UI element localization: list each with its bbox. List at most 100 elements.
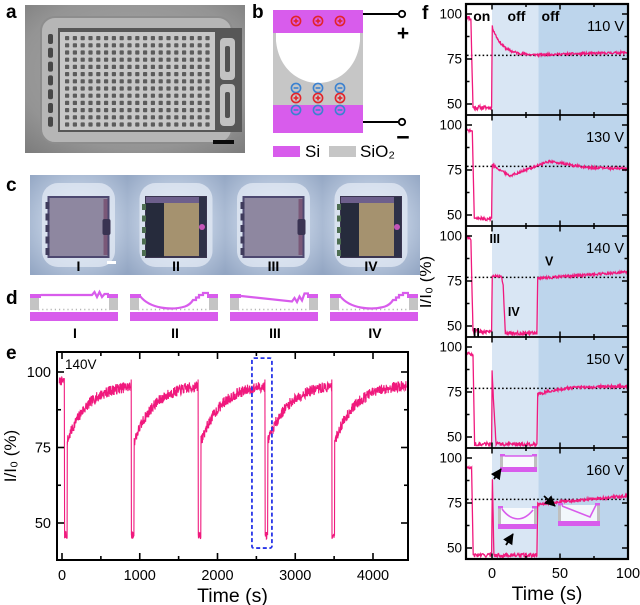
state-inset-tilt bbox=[558, 503, 600, 526]
plus-charge-icon bbox=[290, 92, 302, 104]
plus-charge-icon bbox=[312, 15, 324, 27]
optical-image-I: I bbox=[30, 175, 128, 275]
y-tick-label: 75 bbox=[447, 385, 462, 400]
panel-b-device-schematic: + − Si SiO₂ bbox=[273, 9, 410, 161]
y-tick-label: 75 bbox=[447, 163, 462, 178]
minus-charge-icon bbox=[312, 104, 324, 116]
image-numeral: I bbox=[77, 258, 81, 274]
legend-sio2-label: SiO₂ bbox=[360, 142, 395, 161]
bottom-terminal-icon bbox=[397, 117, 407, 127]
minus-charge-icon bbox=[290, 82, 302, 94]
off-region-2 bbox=[538, 337, 628, 448]
off-region-2 bbox=[538, 4, 628, 115]
plus-charge-icon bbox=[334, 15, 346, 27]
legend-si-label: Si bbox=[305, 142, 320, 161]
voltage-label: 110 V bbox=[587, 19, 624, 35]
plus-charge-icon bbox=[312, 92, 324, 104]
panel-e-cycling-chart: 0 1000 2000 3000 4000 100 75 50 140V Time (s) I/I₀… bbox=[1, 351, 409, 605]
x-tick-label: 2000 bbox=[201, 568, 233, 584]
stage-numeral-V: V bbox=[545, 255, 554, 269]
subplot-160V: 160 V 100 75 50 bbox=[439, 448, 629, 559]
stage-numeral-III: III bbox=[490, 232, 500, 246]
x-axis-title: Time (s) bbox=[512, 583, 583, 605]
schematic-numeral: III bbox=[269, 325, 281, 340]
voltage-label: 140 V bbox=[586, 241, 624, 257]
x-tick-label: 0 bbox=[488, 566, 496, 582]
voltage-annotation: 140V bbox=[65, 357, 97, 372]
x-tick-label: 3000 bbox=[279, 568, 311, 584]
substrate bbox=[130, 312, 218, 321]
substrate bbox=[330, 312, 418, 321]
y-tick-label: 50 bbox=[447, 97, 462, 112]
intensity-trace bbox=[58, 376, 407, 541]
subplot-130V: 130 V 100 75 50 bbox=[439, 115, 629, 226]
y-tick-label: 75 bbox=[447, 52, 462, 67]
sem-hole-array bbox=[65, 36, 210, 127]
y-tick-label: 100 bbox=[27, 365, 51, 381]
state-label-on: on bbox=[473, 8, 490, 24]
stage-numeral-IV: IV bbox=[508, 305, 520, 319]
y-tick-label: 100 bbox=[439, 118, 462, 133]
off-region-1 bbox=[492, 337, 539, 448]
inset-arrows bbox=[490, 468, 556, 546]
panel-f-label: f bbox=[422, 3, 429, 24]
substrate bbox=[230, 312, 318, 321]
x-tick-label: 50 bbox=[552, 566, 568, 582]
cross-section-III: III bbox=[230, 292, 318, 340]
minus-charge-icon bbox=[312, 82, 324, 94]
cross-section-IV: IV bbox=[330, 291, 418, 340]
top-terminal-icon bbox=[397, 9, 407, 19]
y-tick-label: 75 bbox=[35, 441, 51, 457]
membrane-square bbox=[242, 196, 305, 258]
y-tick-label: 50 bbox=[447, 319, 462, 334]
scale-bar bbox=[213, 140, 234, 144]
y-axis-title: I/I₀ (%) bbox=[420, 256, 435, 308]
voltage-label: 130 V bbox=[586, 130, 624, 146]
highlight-dashed-box bbox=[251, 357, 273, 549]
schematic-numeral: II bbox=[171, 325, 179, 340]
cross-section-I: I bbox=[30, 289, 118, 340]
off-region-1 bbox=[492, 226, 539, 337]
off-region-2 bbox=[538, 115, 628, 226]
plus-charge-icon bbox=[290, 15, 302, 27]
current-trace bbox=[467, 127, 627, 223]
legend-sio2-swatch bbox=[329, 146, 356, 157]
y-tick-label: 50 bbox=[447, 430, 462, 445]
off-region-1 bbox=[492, 4, 539, 115]
membrane-square bbox=[47, 196, 110, 258]
image-numeral: II bbox=[172, 258, 180, 274]
plus-charge-icon bbox=[334, 92, 346, 104]
current-trace bbox=[467, 234, 627, 336]
membrane-profile bbox=[240, 292, 309, 305]
x-tick-label: 0 bbox=[58, 568, 66, 584]
subplot-borders bbox=[464, 2, 630, 561]
panel-e-label: e bbox=[6, 343, 17, 364]
axes-box bbox=[56, 351, 409, 561]
x-tick-label: 100 bbox=[616, 566, 640, 582]
minus-charge-icon bbox=[334, 104, 346, 116]
optical-image-III: III bbox=[225, 175, 323, 275]
x-tick-label: 1000 bbox=[124, 568, 156, 584]
cavity bbox=[276, 33, 360, 83]
panel-b-label: b bbox=[252, 2, 264, 23]
axis-ticks bbox=[57, 352, 408, 560]
sem-left-slots bbox=[48, 34, 53, 127]
y-tick-label: 100 bbox=[439, 340, 462, 355]
voltage-label: 150 V bbox=[586, 352, 624, 368]
voltage-label: 160 V bbox=[586, 463, 624, 479]
panel-c-label: c bbox=[6, 175, 17, 196]
minus-terminal-sign: − bbox=[396, 124, 409, 150]
image-numeral: III bbox=[268, 258, 280, 274]
cross-section-II: II bbox=[130, 291, 218, 340]
state-label-off: off bbox=[542, 8, 560, 24]
subplot-150V: 150 V 100 75 50 bbox=[439, 337, 629, 448]
image-numeral: IV bbox=[364, 258, 378, 274]
state-inset-sag bbox=[498, 506, 537, 529]
schematic-numeral: IV bbox=[368, 325, 382, 340]
current-trace bbox=[467, 351, 627, 447]
panel-c-optical-images: I II III IV bbox=[30, 175, 420, 275]
schematic-numeral: I bbox=[73, 325, 77, 340]
y-tick-label: 100 bbox=[439, 451, 462, 466]
membrane-profile bbox=[41, 289, 109, 300]
